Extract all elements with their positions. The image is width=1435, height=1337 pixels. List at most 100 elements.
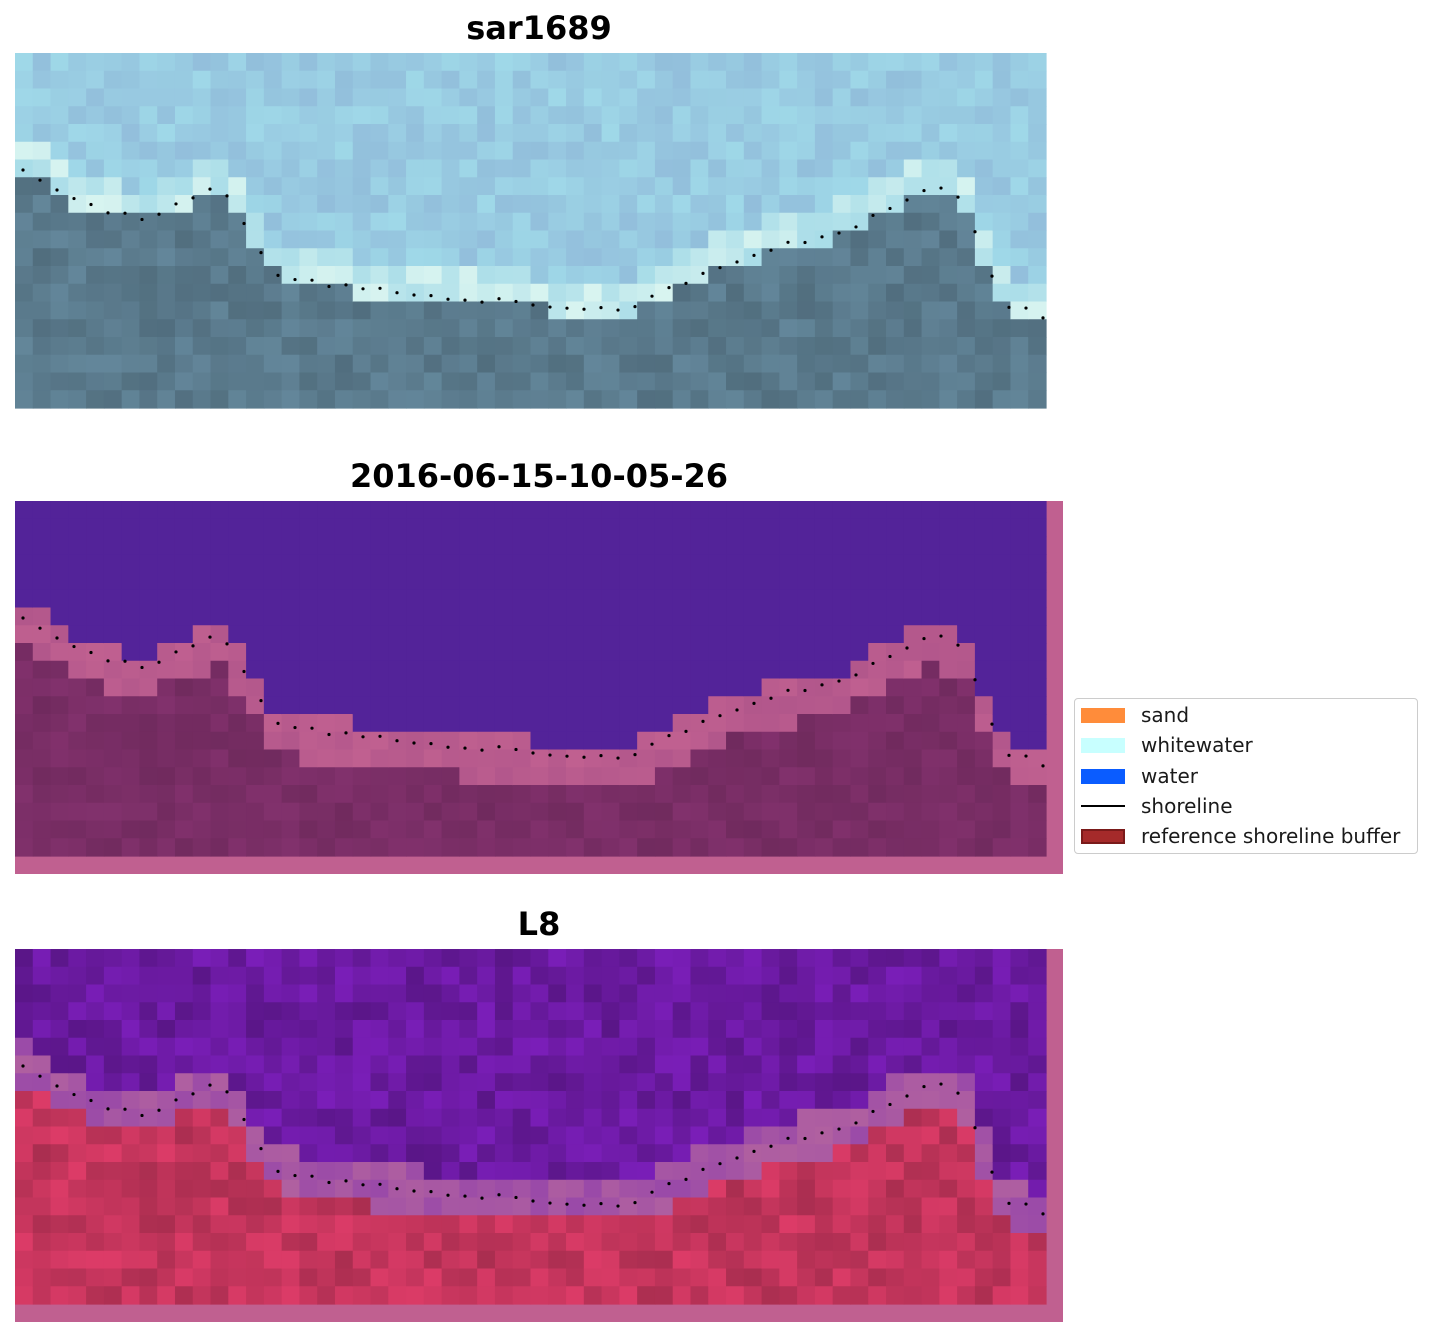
pixel-cell <box>530 1286 549 1305</box>
pixel-cell <box>548 283 567 303</box>
pixel-cell <box>797 88 816 107</box>
pixel-cell <box>174 501 194 520</box>
pixel-cell <box>761 1268 780 1287</box>
pixel-cell <box>494 195 514 214</box>
pixel-cell <box>352 1250 372 1270</box>
pixel-cell <box>566 177 585 196</box>
pixel-cell <box>637 1179 656 1199</box>
pixel-cell <box>974 1126 994 1145</box>
pixel-cell <box>334 337 354 356</box>
pixel-cell <box>654 177 674 196</box>
shoreline-point <box>429 1190 433 1194</box>
pixel-cell <box>530 1197 549 1216</box>
pixel-cell <box>619 106 638 125</box>
pixel-cell <box>121 1073 141 1092</box>
pixel-cell <box>690 1250 709 1270</box>
pixel-cell <box>1028 589 1047 609</box>
pixel-cell <box>246 1233 265 1252</box>
pixel-cell <box>957 802 976 822</box>
pixel-cell <box>263 554 283 573</box>
pixel-cell <box>797 248 816 267</box>
pixel-cell <box>992 1179 1012 1199</box>
shoreline-point <box>837 679 841 683</box>
pixel-cell <box>174 283 194 303</box>
pixel-cell <box>583 230 603 249</box>
pixel-cell <box>779 589 798 609</box>
pixel-cell <box>299 337 318 356</box>
pixel-cell <box>779 70 798 90</box>
pixel-cell <box>210 177 229 196</box>
pixel-cell <box>886 1002 905 1021</box>
pixel-cell <box>548 678 567 697</box>
pixel-cell <box>1028 212 1047 232</box>
pixel-cell <box>761 501 780 520</box>
pixel-cell <box>1028 372 1047 391</box>
shoreline-point <box>89 650 93 655</box>
pixel-cell <box>15 390 34 409</box>
pixel-cell <box>761 589 780 609</box>
pixel-cell <box>779 518 798 538</box>
pixel-cell <box>352 518 372 538</box>
pixel-cell <box>832 536 852 555</box>
pixel-cell <box>15 1286 34 1305</box>
pixel-cell <box>192 301 212 320</box>
pixel-cell <box>86 731 105 751</box>
pixel-cell <box>210 802 229 822</box>
pixel-cell <box>654 230 674 249</box>
pixel-cell <box>477 266 496 285</box>
pixel-cell <box>86 1268 105 1287</box>
pixel-cell <box>477 802 496 822</box>
pixel-cell <box>921 1055 940 1074</box>
pixel-cell <box>423 678 443 697</box>
pixel-cell <box>761 1037 780 1057</box>
pixel-cell <box>32 731 52 751</box>
pixel-cell <box>939 1268 958 1287</box>
pixel-cell <box>530 984 549 1003</box>
shoreline-point <box>548 1201 552 1205</box>
pixel-cell <box>672 212 692 232</box>
pixel-cell <box>992 767 1012 786</box>
pixel-cell <box>423 767 443 786</box>
shoreline-point <box>463 298 467 302</box>
pixel-cell <box>974 1002 994 1021</box>
pixel-cell <box>548 319 567 338</box>
pixel-cell <box>441 390 460 409</box>
pixel-cell <box>566 159 585 178</box>
pixel-cell <box>726 1037 745 1057</box>
pixel-cell <box>903 820 923 839</box>
pixel-cell <box>779 1197 798 1216</box>
shoreline-point <box>956 195 960 199</box>
pixel-cell <box>512 802 532 822</box>
pixel-cell <box>779 607 798 626</box>
pixel-cell <box>281 390 301 409</box>
pixel-cell <box>921 1126 940 1145</box>
pixel-cell <box>477 1126 496 1145</box>
pixel-cell <box>477 177 496 196</box>
pixel-cell <box>903 1126 923 1145</box>
pixel-cell <box>68 696 87 715</box>
pixel-cell <box>388 1002 407 1021</box>
pixel-cell <box>246 625 265 644</box>
whitewater-swatch <box>1081 737 1125 753</box>
pixel-cell <box>708 195 727 214</box>
pixel-cell <box>50 88 69 107</box>
pixel-cell <box>1028 731 1047 751</box>
pixel-cell <box>103 1144 123 1163</box>
pixel-cell <box>957 372 976 391</box>
pixel-cell <box>174 248 194 267</box>
pixel-cell <box>957 195 976 214</box>
pixel-cell <box>352 1233 372 1252</box>
pixel-cell <box>957 554 976 573</box>
pixel-cell <box>157 106 176 125</box>
pixel-cell <box>139 1002 158 1021</box>
pixel-cell <box>139 949 158 968</box>
pixel-cell <box>50 1073 69 1092</box>
pixel-cell <box>459 696 478 715</box>
pixel-cell <box>459 1268 478 1287</box>
pixel-cell <box>797 984 816 1003</box>
pixel-cell <box>672 1091 692 1110</box>
pixel-cell <box>797 266 816 285</box>
pixel-cell <box>157 802 176 822</box>
pixel-cell <box>263 714 283 733</box>
pixel-cell <box>530 141 549 161</box>
